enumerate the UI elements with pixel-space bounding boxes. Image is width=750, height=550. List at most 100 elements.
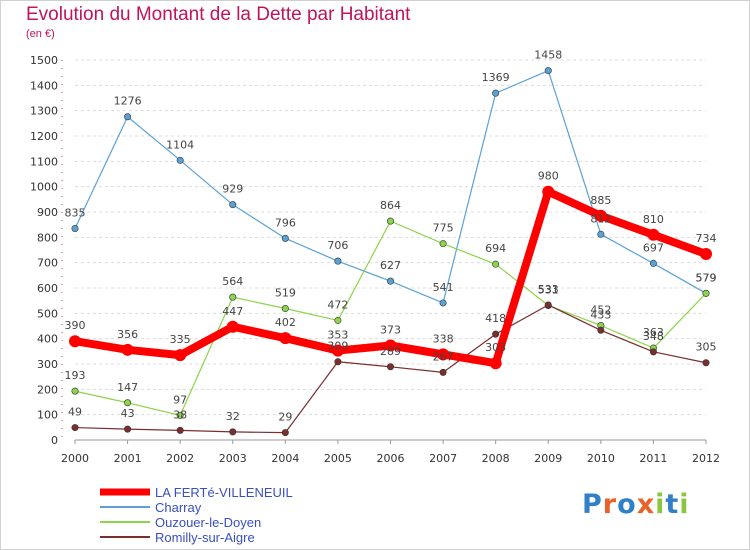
legend-label-la-fert-villeneuil: LA FERTé-VILLENEUIL <box>155 485 293 500</box>
data-label-la-fert-villeneuil: 390 <box>65 319 86 332</box>
data-point-romilly-sur-aigre <box>124 425 132 433</box>
data-point-romilly-sur-aigre <box>492 330 500 338</box>
data-label-charray: 1276 <box>114 95 142 108</box>
data-label-charray: 929 <box>222 183 243 196</box>
data-point-ouzouer-le-doyen <box>439 240 447 248</box>
data-point-romilly-sur-aigre <box>649 348 657 356</box>
y-tick-label: 1500 <box>30 54 58 67</box>
x-tick-label: 2000 <box>61 452 89 465</box>
data-point-ouzouer-le-doyen <box>176 411 184 419</box>
data-label-ouzouer-le-doyen: 864 <box>380 199 401 212</box>
y-tick-label: 300 <box>37 358 58 371</box>
y-tick-label: 0 <box>51 434 58 447</box>
data-label-la-fert-villeneuil: 447 <box>222 305 243 318</box>
data-label-charray: 541 <box>433 281 454 294</box>
data-label-la-fert-villeneuil: 338 <box>433 332 454 345</box>
data-point-romilly-sur-aigre <box>229 428 237 436</box>
data-label-charray: 1458 <box>534 49 562 62</box>
x-tick-label: 2004 <box>271 452 299 465</box>
data-label-ouzouer-le-doyen: 531 <box>538 283 559 296</box>
data-label-charray: 706 <box>327 239 348 252</box>
chart-title: Evolution du Montant de la Dette par Hab… <box>26 4 411 25</box>
data-point-la-fert-villeneuil <box>384 339 397 352</box>
data-point-charray <box>229 201 237 209</box>
data-point-romilly-sur-aigre <box>281 429 289 437</box>
data-point-romilly-sur-aigre <box>439 368 447 376</box>
data-label-charray: 1369 <box>482 71 510 84</box>
data-label-ouzouer-le-doyen: 579 <box>696 271 717 284</box>
data-label-la-fert-villeneuil: 734 <box>696 232 717 245</box>
data-label-charray: 579 <box>696 271 717 284</box>
proxiti-logo: Proxiti <box>582 489 690 520</box>
data-label-ouzouer-le-doyen: 193 <box>65 369 86 382</box>
data-point-la-fert-villeneuil <box>647 228 660 241</box>
data-point-ouzouer-le-doyen <box>229 293 237 301</box>
legend-label-ouzouer-le-doyen: Ouzouer-le-Doyen <box>155 515 261 530</box>
x-tick-label: 2010 <box>587 452 615 465</box>
series-line-ouzouer-le-doyen <box>74 220 707 417</box>
data-label-romilly-sur-aigre: 32 <box>226 410 240 423</box>
data-point-charray <box>124 113 132 121</box>
data-label-la-fert-villeneuil: 373 <box>380 324 401 337</box>
data-point-charray <box>334 257 342 265</box>
data-label-la-fert-villeneuil: 335 <box>170 333 191 346</box>
data-point-la-fert-villeneuil <box>489 357 502 370</box>
data-point-la-fert-villeneuil <box>437 348 450 361</box>
data-label-charray: 697 <box>643 241 664 254</box>
data-label-romilly-sur-aigre: 49 <box>68 406 82 419</box>
x-tick-label: 2007 <box>429 452 457 465</box>
data-label-ouzouer-le-doyen: 97 <box>173 393 187 406</box>
data-label-ouzouer-le-doyen: 472 <box>327 298 348 311</box>
grid-lines <box>75 59 706 441</box>
data-point-charray <box>544 67 552 75</box>
series-lines <box>69 67 712 437</box>
data-point-la-fert-villeneuil <box>542 185 555 198</box>
data-point-charray <box>649 259 657 267</box>
data-label-romilly-sur-aigre: 348 <box>643 330 664 343</box>
data-label-romilly-sur-aigre: 533 <box>538 283 559 296</box>
x-tick-label: 2011 <box>639 452 667 465</box>
x-tick-label: 2002 <box>166 452 194 465</box>
data-label-romilly-sur-aigre: 418 <box>485 312 506 325</box>
x-tick-label: 2009 <box>534 452 562 465</box>
data-point-la-fert-villeneuil <box>174 349 187 362</box>
data-label-la-fert-villeneuil: 810 <box>643 213 664 226</box>
data-point-ouzouer-le-doyen <box>281 305 289 313</box>
data-point-romilly-sur-aigre <box>176 426 184 434</box>
chart-subtitle: (en €) <box>26 28 55 40</box>
data-point-charray <box>597 230 605 238</box>
x-tick-label: 2012 <box>692 452 720 465</box>
y-tick-label: 1400 <box>30 79 58 92</box>
y-tick-label: 1200 <box>30 130 58 143</box>
y-tick-label: 100 <box>37 409 58 422</box>
data-label-la-fert-villeneuil: 402 <box>275 316 296 329</box>
x-tick-label: 2005 <box>324 452 352 465</box>
axes: 0 100 200 300 400 500 600 700 800 900 1000 1100 1200… <box>30 54 720 465</box>
data-label-ouzouer-le-doyen: 775 <box>433 222 454 235</box>
data-point-ouzouer-le-doyen <box>702 289 710 297</box>
data-point-charray <box>281 234 289 242</box>
data-point-charray <box>439 299 447 307</box>
data-point-romilly-sur-aigre <box>702 359 710 367</box>
data-label-romilly-sur-aigre: 305 <box>696 341 717 354</box>
y-tick-label: 1100 <box>30 155 58 168</box>
y-tick-label: 1000 <box>30 181 58 194</box>
data-label-romilly-sur-aigre: 38 <box>173 408 187 421</box>
x-tick-label: 2008 <box>482 452 510 465</box>
legend-label-charray: Charray <box>155 500 202 515</box>
data-label-romilly-sur-aigre: 29 <box>278 411 292 424</box>
y-tick-label: 1300 <box>30 105 58 118</box>
data-point-romilly-sur-aigre <box>544 301 552 309</box>
data-label-ouzouer-le-doyen: 694 <box>485 242 506 255</box>
data-point-ouzouer-le-doyen <box>386 217 394 225</box>
data-label-charray: 1104 <box>166 138 194 151</box>
data-label-romilly-sur-aigre: 433 <box>590 308 611 321</box>
data-point-romilly-sur-aigre <box>71 424 79 432</box>
data-label-charray: 812 <box>590 212 611 225</box>
data-label-la-fert-villeneuil: 980 <box>538 170 559 183</box>
data-label-la-fert-villeneuil: 353 <box>327 329 348 342</box>
y-tick-label: 200 <box>37 383 58 396</box>
data-label-ouzouer-le-doyen: 452 <box>590 303 611 316</box>
legend-label-romilly-sur-aigre: Romilly-sur-Aigre <box>155 530 255 545</box>
data-point-la-fert-villeneuil <box>594 209 607 222</box>
